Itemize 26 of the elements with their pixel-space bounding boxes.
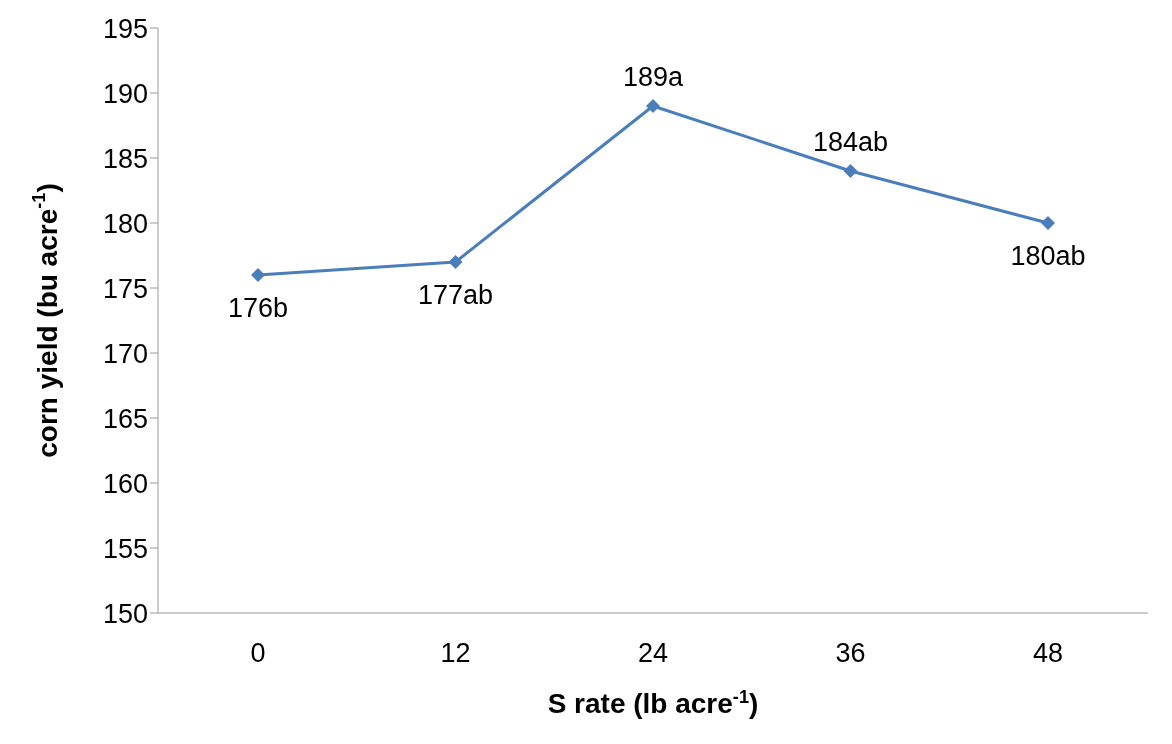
x-tick-label: 36 xyxy=(835,638,866,669)
point xyxy=(1041,216,1055,230)
y-tick-label: 155 xyxy=(102,533,148,564)
y-tick-label: 170 xyxy=(102,338,148,369)
y-tick-label: 175 xyxy=(102,273,148,304)
point xyxy=(448,255,463,269)
y-tick-label: 180 xyxy=(102,208,148,239)
y-tick-label: 160 xyxy=(102,468,148,499)
x-tick-label: 12 xyxy=(440,638,471,669)
point xyxy=(646,99,660,113)
data-label: 180ab xyxy=(1010,241,1086,271)
data-label: 176b xyxy=(227,293,289,323)
x-tick-label: 24 xyxy=(637,638,669,669)
x-tick-label: 0 xyxy=(250,638,266,669)
x-axis-title: S rate (lb acre$^{-1}$) xyxy=(547,687,759,719)
x-tick-label: 48 xyxy=(1032,638,1064,669)
data-label: 177ab xyxy=(417,280,494,310)
data-label: 189a xyxy=(622,62,685,92)
point xyxy=(251,268,265,282)
y-tick-label: 150 xyxy=(102,598,148,629)
y-tick-label: 195 xyxy=(102,13,148,44)
y-tick-label: 190 xyxy=(102,78,148,109)
y-tick-label: 165 xyxy=(102,403,148,434)
y-tick-label: 185 xyxy=(102,143,148,174)
point xyxy=(843,164,858,178)
data-label: 184ab xyxy=(812,127,889,157)
